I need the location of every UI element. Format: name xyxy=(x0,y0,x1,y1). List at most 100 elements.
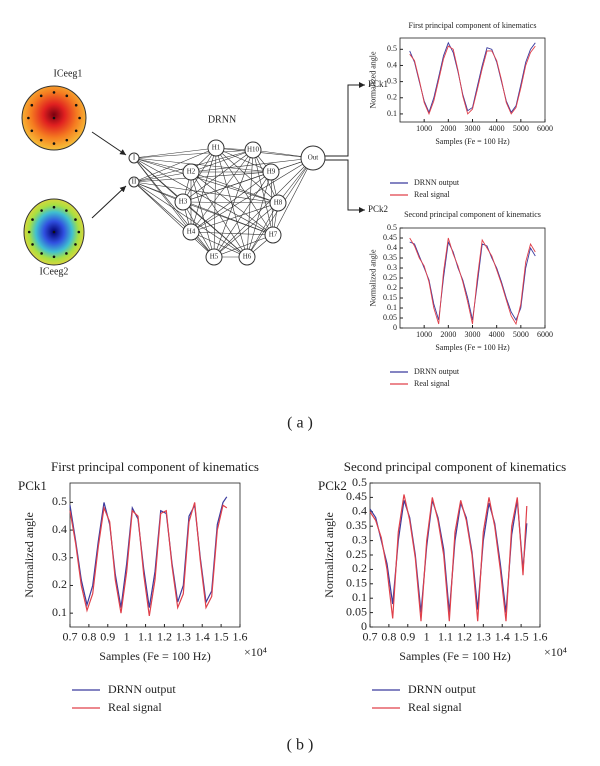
node xyxy=(182,223,200,241)
edge xyxy=(246,149,254,258)
electrode xyxy=(74,103,78,107)
y-tick-label: 0.4 xyxy=(387,243,397,252)
y-tick-label: 0.25 xyxy=(383,273,397,282)
y-tick-label: 0.45 xyxy=(346,489,367,503)
node xyxy=(207,139,225,157)
x-tick-label: 1.6 xyxy=(533,630,548,644)
x-axis-label: Samples (Fe = 100 Hz) xyxy=(399,649,510,663)
y-tick-label: 0.5 xyxy=(387,223,397,232)
edge xyxy=(133,181,248,258)
y-tick-label: 0.2 xyxy=(52,577,67,591)
x-tick-label: 1.3 xyxy=(176,630,191,644)
y-tick-label: 0.1 xyxy=(52,605,67,619)
node-label: H9 xyxy=(267,168,276,176)
edge xyxy=(190,171,272,233)
x-tick-label: 1.4 xyxy=(495,630,510,644)
legend-label: DRNN output xyxy=(108,682,176,696)
chart-title: First principal component of kinematics xyxy=(51,459,259,474)
electrode xyxy=(52,116,56,120)
edge xyxy=(133,149,254,159)
edge xyxy=(133,157,192,173)
y-tick-label: 0.4 xyxy=(352,504,367,518)
x-tick-label: 1.1 xyxy=(438,630,453,644)
legend-label: Real signal xyxy=(414,379,451,388)
legend-label: DRNN output xyxy=(414,367,460,376)
y-axis-label: Normalized angle xyxy=(322,512,336,598)
node-label: H1 xyxy=(212,144,221,152)
edge xyxy=(182,149,254,203)
edge xyxy=(133,157,279,204)
chart-title: First principal component of kinematics xyxy=(409,21,537,30)
series-line xyxy=(409,45,536,116)
y-tick-label: 0.2 xyxy=(387,283,397,292)
y-tick-label: 0.2 xyxy=(387,93,397,102)
edge xyxy=(190,231,248,258)
electrode xyxy=(65,209,68,212)
edge xyxy=(215,147,279,204)
y-axis-label: Normalized angle xyxy=(22,512,36,598)
electrode xyxy=(40,209,43,212)
edge xyxy=(213,157,314,258)
x-tick-label: 1 xyxy=(124,630,130,644)
electrode xyxy=(78,116,81,120)
edge xyxy=(190,149,254,173)
node xyxy=(244,141,262,159)
arrow xyxy=(91,185,127,219)
edge xyxy=(133,171,192,183)
x-tick-label: 0.8 xyxy=(81,630,96,644)
y-tick-label: 0.1 xyxy=(387,303,397,312)
x-tick-label: 1.2 xyxy=(157,630,172,644)
output-label: PCk1 xyxy=(368,79,388,89)
x-tick-label: 0.7 xyxy=(363,630,378,644)
edge xyxy=(133,147,217,159)
electrode xyxy=(27,230,31,234)
y-tick-label: 0.3 xyxy=(387,263,397,272)
x-tick-label: 2000 xyxy=(440,330,456,339)
electrode xyxy=(40,252,43,255)
x-tick-label: 6000 xyxy=(537,330,553,339)
node-label: H7 xyxy=(269,231,278,239)
y-tick-label: 0 xyxy=(361,619,367,633)
node xyxy=(264,226,282,244)
electrode xyxy=(74,218,77,221)
edge xyxy=(133,157,192,233)
y-tick-label: 0.05 xyxy=(383,313,397,322)
y-tick-label: 0.35 xyxy=(346,518,367,532)
electrode xyxy=(77,230,81,234)
x-tick-label: 1.1 xyxy=(138,630,153,644)
node xyxy=(182,163,200,181)
node xyxy=(128,152,140,164)
edge xyxy=(190,147,217,233)
panel-label: ( b ) xyxy=(287,737,314,754)
y-axis-label: Normalized angle xyxy=(368,249,377,307)
x-axis-label: Samples (Fe = 100 Hz) xyxy=(435,343,510,352)
x-tick-label: 3000 xyxy=(465,124,481,133)
edge xyxy=(190,231,274,236)
x-tick-label: 0.7 xyxy=(63,630,78,644)
x-multiplier: ×10⁴ xyxy=(244,645,267,659)
edge xyxy=(133,181,215,258)
x-tick-label: 0.9 xyxy=(100,630,115,644)
legend-label: Real signal xyxy=(414,190,451,199)
y-tick-label: 0.3 xyxy=(387,76,397,85)
electrode xyxy=(65,138,69,142)
chart-title: Second principal component of kinematics xyxy=(404,210,541,219)
y-tick-label: 0.15 xyxy=(346,576,367,590)
legend-label: DRNN output xyxy=(414,178,460,187)
y-tick-label: 0.15 xyxy=(383,293,397,302)
node xyxy=(238,248,256,266)
output-label: PCk2 xyxy=(368,204,388,214)
node-label: H4 xyxy=(187,228,196,236)
electrode xyxy=(65,252,68,255)
x-tick-label: 0.8 xyxy=(381,630,396,644)
electrode xyxy=(30,129,34,133)
y-tick-label: 0.5 xyxy=(387,44,397,53)
node-label: H5 xyxy=(210,253,219,261)
y-tick-label: 0.3 xyxy=(52,550,67,564)
node xyxy=(300,145,326,171)
x-tick-label: 1000 xyxy=(416,330,432,339)
x-tick-label: 1 xyxy=(424,630,430,644)
edge xyxy=(190,171,215,258)
node-label: H10 xyxy=(247,146,260,154)
x-tick-label: 1.2 xyxy=(457,630,472,644)
